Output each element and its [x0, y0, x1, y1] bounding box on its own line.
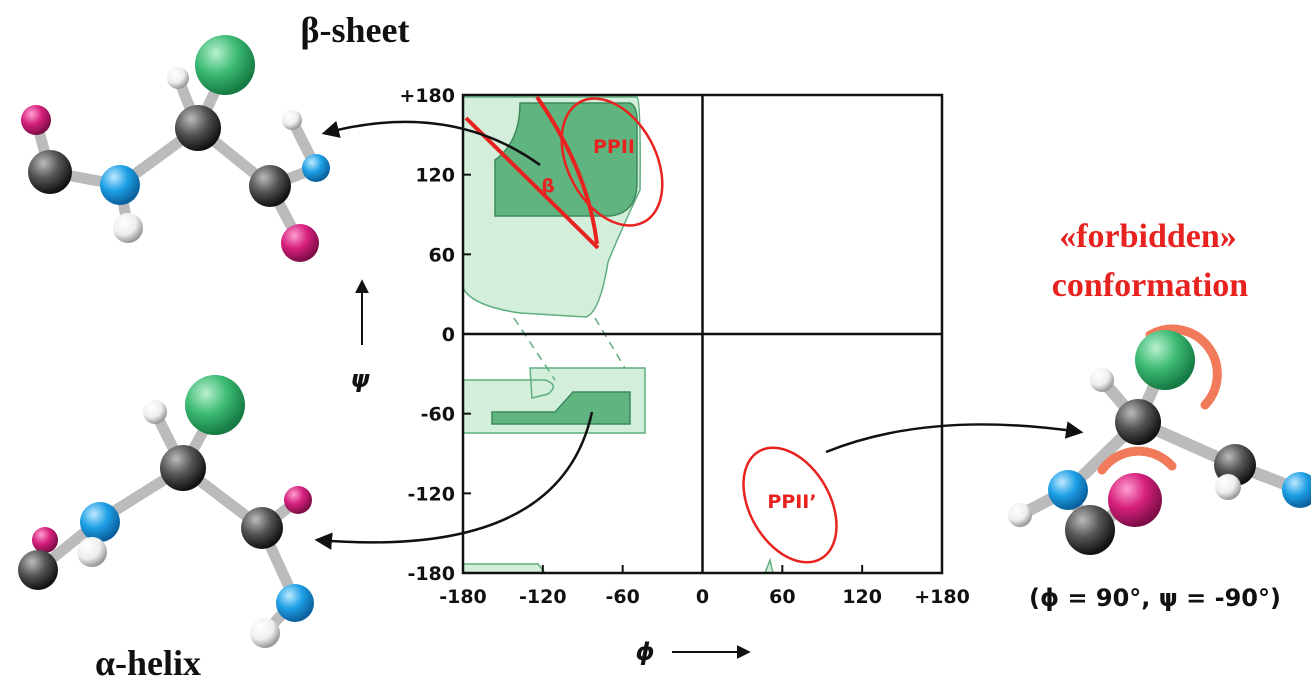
title: β-sheet	[301, 10, 410, 50]
x-tick-label: 120	[842, 586, 882, 608]
x-tick-label: 60	[769, 586, 795, 608]
region-label: β	[541, 175, 555, 197]
title: «forbidden»	[1059, 218, 1237, 255]
molecule-beta-sheet	[21, 35, 330, 262]
region-label: PPII	[593, 136, 635, 158]
molecule-alpha-helix	[18, 375, 314, 648]
title: α-helix	[95, 643, 201, 683]
x-tick-label: -180	[439, 586, 487, 608]
y-axis-label: ψ	[350, 365, 370, 393]
y-tick-label: 60	[429, 244, 455, 266]
molecule-forbidden	[1008, 329, 1311, 555]
x-tick-label: -120	[519, 586, 567, 608]
figure: -180 -120 -60 0 60 120 +180 -180 -120 -60 0 60 120 +1…	[0, 0, 1311, 686]
y-tick-label: 0	[442, 324, 455, 346]
y-tick-label: 120	[415, 165, 455, 187]
y-tick-label: -180	[407, 563, 455, 585]
x-tick-label: +180	[914, 586, 970, 608]
y-tick-label: -120	[407, 483, 455, 505]
y-tick-label: +180	[399, 85, 455, 107]
region-label: PPII’	[767, 491, 816, 513]
x-axis-label: ϕ	[635, 638, 654, 666]
x-tick-label: 0	[696, 586, 709, 608]
caption: (ϕ = 90°, ψ = -90°)	[1029, 584, 1281, 612]
y-tick-label: -60	[421, 404, 455, 426]
x-tick-label: -60	[606, 586, 640, 608]
title: conformation	[1052, 267, 1249, 304]
